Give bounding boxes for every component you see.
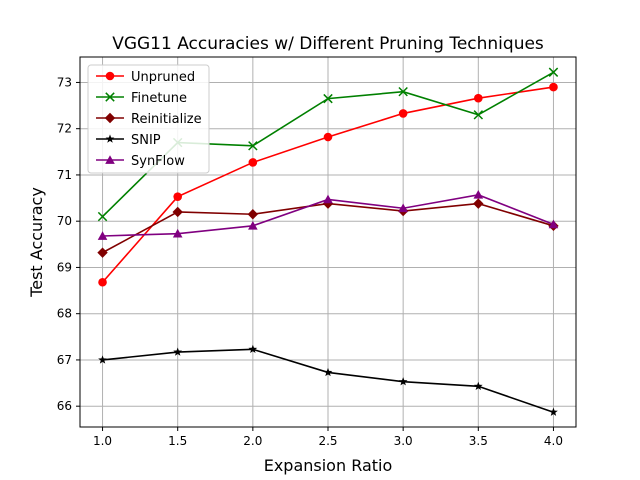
- data-point-synflow: [323, 194, 333, 204]
- chart-title: VGG11 Accuracies w/ Different Pruning Te…: [112, 34, 544, 54]
- data-point-synflow: [248, 221, 258, 230]
- legend-marker-finetune: [105, 92, 115, 102]
- data-point-finetune: [398, 86, 408, 97]
- data-point-finetune: [97, 211, 108, 222]
- legend-box: [87, 64, 210, 174]
- grid-lines: [80, 57, 576, 427]
- data-point-synflow: [97, 231, 108, 240]
- data-point-reinitialize: [172, 206, 183, 218]
- x-tick-label: 2.5: [318, 434, 337, 448]
- legend-label: SynFlow: [131, 154, 185, 169]
- y-axis-label: Test Accuracy: [27, 187, 46, 298]
- data-point-reinitialize: [97, 247, 108, 258]
- y-tick-label: 69: [57, 260, 72, 274]
- data-point-unpruned: [173, 192, 182, 201]
- legend-marker-unpruned: [105, 71, 115, 81]
- x-tick-label: 3.5: [469, 434, 488, 448]
- data-point-unpruned: [323, 132, 333, 142]
- y-tick-label: 71: [57, 168, 72, 182]
- legend-item-snip: SNIP: [96, 133, 161, 148]
- data-point-unpruned: [549, 82, 558, 92]
- legend-marker-snip: [105, 134, 115, 143]
- legend-item-reinitialize: Reinitialize: [96, 112, 202, 127]
- y-tick-label: 70: [57, 214, 72, 228]
- series-layer: [97, 67, 559, 416]
- y-axis-ticks: 66 67 68 69 70 71 72 73: [57, 75, 80, 413]
- legend-marker-reinitialize: [104, 112, 116, 124]
- legend-label: SNIP: [131, 133, 161, 148]
- data-point-reinitialize: [473, 198, 484, 209]
- legend-item-synflow: SynFlow: [96, 154, 185, 169]
- y-tick-label: 73: [57, 75, 72, 89]
- legend-label: Unpruned: [131, 70, 195, 85]
- x-axis-ticks: 1.0 1.5 2.0 2.5 3.0 3.5 4.0: [93, 427, 563, 448]
- x-tick-label: 3.0: [394, 434, 413, 448]
- y-tick-label: 66: [57, 399, 72, 413]
- x-tick-label: 2.0: [243, 434, 262, 448]
- y-tick-label: 68: [57, 307, 72, 321]
- x-tick-label: 1.0: [93, 434, 112, 448]
- data-point-finetune: [548, 67, 559, 77]
- legend: Unpruned Finetune Reinitialize SNIP SynFlow: [87, 64, 210, 174]
- data-point-unpruned: [248, 158, 258, 167]
- y-tick-label: 67: [57, 353, 72, 367]
- x-tick-label: 4.0: [544, 434, 563, 448]
- legend-item-unpruned: Unpruned: [96, 70, 195, 85]
- data-point-synflow: [548, 219, 559, 229]
- data-point-unpruned: [98, 277, 107, 287]
- series-synflow: [97, 190, 559, 240]
- x-axis-label: Expansion Ratio: [264, 456, 393, 475]
- data-point-synflow: [398, 203, 408, 213]
- y-tick-label: 72: [57, 122, 72, 136]
- data-point-snip: [248, 344, 258, 354]
- data-point-snip: [323, 367, 333, 377]
- series-snip: [98, 344, 558, 416]
- data-point-snip: [549, 407, 558, 416]
- data-point-snip: [398, 377, 408, 386]
- data-point-unpruned: [398, 109, 408, 118]
- legend-marker-synflow: [105, 155, 115, 164]
- data-point-snip: [473, 381, 483, 391]
- data-point-snip: [98, 355, 107, 364]
- data-point-finetune: [248, 141, 258, 151]
- x-tick-label: 1.5: [168, 434, 187, 448]
- data-point-synflow: [172, 228, 183, 238]
- data-point-finetune: [323, 93, 333, 104]
- legend-item-finetune: Finetune: [96, 91, 187, 106]
- data-point-synflow: [473, 190, 484, 199]
- data-point-finetune: [473, 110, 484, 120]
- series-unpruned: [98, 82, 558, 287]
- data-point-snip: [173, 347, 183, 356]
- data-point-unpruned: [474, 93, 483, 103]
- legend-label: Finetune: [131, 91, 187, 106]
- data-point-reinitialize: [247, 209, 259, 220]
- legend-label: Reinitialize: [131, 112, 202, 127]
